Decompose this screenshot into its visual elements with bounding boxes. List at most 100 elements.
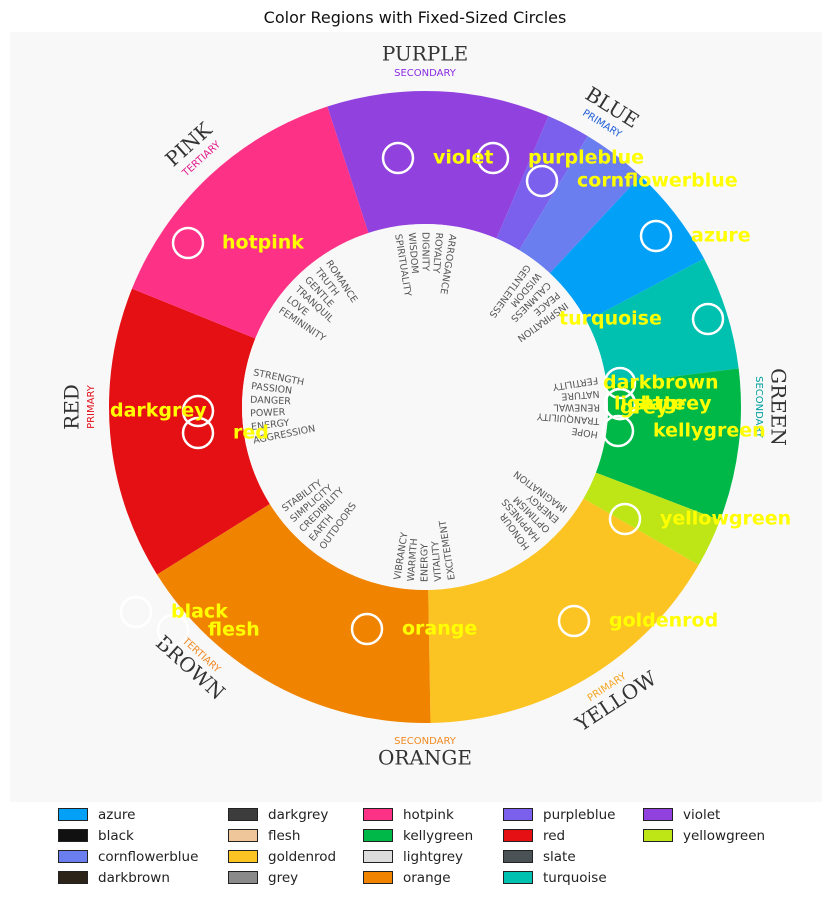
inner-word: POWER [250,407,286,419]
legend-label: flesh [268,827,301,844]
wheel-segment-1 [496,116,588,251]
region-circle-azure [639,219,673,253]
region-circle-darkbrown [603,366,637,400]
legend-swatch [228,871,258,884]
region-label-flesh: flesh [208,619,260,641]
legend-label: grey [268,869,299,886]
legend-swatch [363,808,393,821]
wheel-sublabel-red: PRIMARY [86,384,97,429]
wheel-label-green: GREEN [767,368,791,446]
region-circle-lightgrey [603,387,637,421]
region-circles [119,141,725,647]
wheel-segment-8 [157,503,431,723]
legend-swatch [228,829,258,842]
wheel-label-orange: ORANGE [378,746,472,770]
color-wheel [108,91,741,723]
region-label-hotpink: hotpink [222,232,304,254]
inner-word: ROYALTY [430,232,444,274]
region-circle-orange [350,612,384,646]
legend-swatch [503,808,533,821]
region-label-black: black [171,601,228,623]
legend-label: purpleblue [543,806,616,823]
region-circle-cornflowerblue [525,164,559,198]
legend-swatch [58,808,88,821]
legend-swatch [228,850,258,863]
legend-swatch [363,871,393,884]
legend-item-yellowgreen: yellowgreen [643,825,793,846]
inner-word: HOPE [571,425,599,440]
region-label-violet: violet [433,147,493,169]
region-circle-black [119,595,153,629]
legend-item-cornflowerblue: cornflowerblue [58,846,228,867]
legend-swatch [363,850,393,863]
legend-item-grey: grey [228,867,363,888]
wheel-segment-10 [132,106,369,339]
legend-item-darkbrown: darkbrown [58,867,228,888]
region-circle-darkgrey [181,394,215,428]
wheel-segment-6 [583,472,721,565]
legend-label: violet [683,806,721,823]
inner-word: NATURE [561,388,600,402]
region-label-azure: azure [691,225,751,247]
legend-label: yellowgreen [683,827,766,844]
legend-item-flesh: flesh [228,825,363,846]
legend-label: darkbrown [98,869,170,886]
legend-label: cornflowerblue [98,848,199,865]
inner-word: PASSION [251,381,293,397]
inner-word: VITALITY [430,540,444,581]
legend-item-slate: slate [503,846,643,867]
region-circle-turquoise [691,302,725,336]
legend: azure black cornflowerblue darkbrown darkgre… [58,804,798,888]
legend-item-azure: azure [58,804,228,825]
inner-word: DANGER [250,395,292,408]
chart-title: Color Regions with Fixed-Sized Circles [263,8,567,27]
legend-swatch [643,829,673,842]
legend-label: darkgrey [268,806,329,823]
region-label-darkgrey: darkgrey [110,400,207,422]
legend-item-orange: orange [363,867,503,888]
region-label-yellowgreen: yellowgreen [660,508,791,530]
legend-item-turquoise: turquoise [503,867,643,888]
region-circle-violet [381,141,415,175]
legend-swatch [58,850,88,863]
region-label-lightgrey: lightgrey [614,393,712,415]
legend-label: slate [543,848,576,865]
wheel-segment-9 [108,288,270,575]
legend-swatch [58,871,88,884]
legend-label: lightgrey [403,848,464,865]
legend-item-darkgrey: darkgrey [228,804,363,825]
region-label-goldenrod: goldenrod [609,610,718,632]
legend-item-black: black [58,825,228,846]
region-circle-kellygreen [601,414,635,448]
legend-label: azure [98,806,136,823]
legend-item-goldenrod: goldenrod [228,846,363,867]
legend-item-kellygreen: kellygreen [363,825,503,846]
region-circle-goldenrod [557,604,591,638]
wheel-sublabel-purple: SECONDARY [394,68,457,79]
wheel-segment-3 [549,175,705,322]
legend-swatch [58,829,88,842]
wheel-label-purple: PURPLE [382,42,468,66]
inner-word: RENEWAL [553,402,600,413]
legend-swatch [363,829,393,842]
region-label-cornflowerblue: cornflowerblue [577,170,738,192]
region-circle-hotpink [171,226,205,260]
region-label-kellygreen: kellygreen [653,420,766,442]
region-circle-flesh [156,613,190,647]
wheel-center [242,224,608,590]
wheel-sublabel-orange: SECONDARY [394,736,457,747]
legend-label: goldenrod [268,848,337,865]
wheel-segment-4 [586,258,739,385]
region-label-grey: grey [620,397,669,419]
region-circle-yellowgreen [608,502,642,536]
legend-label: hotpink [403,806,454,823]
wheel-segment-5 [595,368,741,521]
inner-word: DIGNITY [420,232,431,271]
legend-label: black [98,827,134,844]
inner-word: TRANQUILITY [536,410,600,426]
legend-label: orange [403,869,451,886]
region-label-purpleblue: purpleblue [528,147,644,169]
legend-label: kellygreen [403,827,474,844]
inner-word: WISDOM [406,232,420,274]
